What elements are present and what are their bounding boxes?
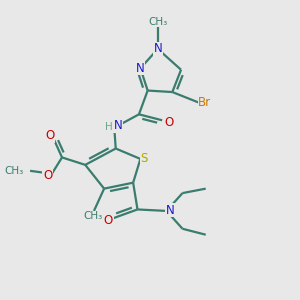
Text: S: S (140, 152, 148, 164)
Text: CH₃: CH₃ (4, 166, 24, 176)
Text: O: O (45, 129, 55, 142)
Text: CH₃: CH₃ (148, 16, 167, 27)
Text: CH₃: CH₃ (83, 211, 102, 221)
Text: N: N (114, 119, 122, 132)
Text: O: O (43, 169, 52, 182)
Text: Br: Br (198, 96, 212, 109)
Text: N: N (153, 42, 162, 56)
Text: O: O (104, 214, 113, 227)
Text: N: N (136, 62, 145, 75)
Text: O: O (164, 116, 173, 129)
Text: H: H (105, 122, 113, 132)
Text: N: N (166, 203, 175, 217)
